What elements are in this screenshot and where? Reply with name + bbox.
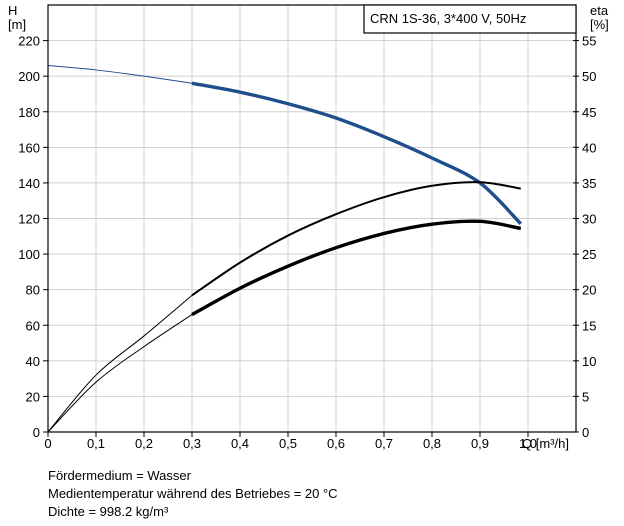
y-left-tick-label: 80	[26, 283, 40, 298]
y-right-label-line1: eta	[590, 3, 609, 18]
y-right-tick-label: 20	[582, 283, 596, 298]
y-right-tick-label: 35	[582, 176, 596, 191]
y-left-label-line2: [m]	[8, 17, 26, 32]
y-left-label-line1: H	[8, 3, 17, 18]
x-tick-label: 0,8	[423, 436, 441, 451]
x-tick-label: 0	[44, 436, 51, 451]
note-medium: Fördermedium = Wasser	[48, 468, 191, 483]
chart-title: CRN 1S-36, 3*400 V, 50Hz	[370, 11, 526, 26]
y-right-tick-label: 0	[582, 425, 589, 440]
efficiency-curve-lower-extended	[47, 314, 193, 433]
x-tick-label: 1,0	[519, 436, 537, 451]
chart-title-box	[363, 4, 577, 34]
y-left-tick-label: 140	[18, 176, 40, 191]
x-tick-label: 0,5	[279, 436, 297, 451]
x-tick-label: 0,1	[87, 436, 105, 451]
grid-lines	[47, 5, 576, 433]
note-temperature: Medientemperatur während des Betriebes =…	[48, 486, 338, 501]
y-left-tick-label: 120	[18, 212, 40, 227]
x-tick-label: 0,7	[375, 436, 393, 451]
note-density: Dichte = 998.2 kg/m³	[48, 504, 169, 519]
curves	[47, 64, 523, 433]
y-right-tick-label: 45	[582, 105, 596, 120]
x-axis-label: Q [m³/h]	[522, 436, 569, 451]
y-right-tick-label: 5	[582, 389, 589, 404]
y-right-tick-label: 55	[582, 34, 596, 49]
y-left-tick-label: 40	[26, 354, 40, 369]
x-tick-label: 0,2	[135, 436, 153, 451]
y-left-tick-label: 20	[26, 389, 40, 404]
efficiency-curve-lower-operating	[191, 219, 522, 317]
y-left-tick-label: 180	[18, 105, 40, 120]
fluid-notes: Fördermedium = Wasser Medientemperatur w…	[48, 467, 338, 521]
y-left-tick-label: 60	[26, 318, 40, 333]
efficiency-curve-upper-extended	[47, 294, 193, 433]
x-tick-label: 0,4	[231, 436, 249, 451]
y-right-tick-label: 30	[582, 212, 596, 227]
x-tick-label: 0,6	[327, 436, 345, 451]
y-right-tick-label: 10	[582, 354, 596, 369]
x-tick-label: 0,3	[183, 436, 201, 451]
y-right-tick-label: 25	[582, 247, 596, 262]
x-tick-label: 0,9	[471, 436, 489, 451]
efficiency-curve-upper-operating	[191, 181, 521, 297]
y-right-tick-label: 40	[582, 140, 596, 155]
y-right-tick-label: 50	[582, 69, 596, 84]
head-curve-operating	[191, 81, 523, 226]
y-right-label-line2: [%]	[590, 17, 609, 32]
y-left-tick-label: 200	[18, 69, 40, 84]
y-left-tick-label: 0	[33, 425, 40, 440]
y-left-tick-label: 220	[18, 34, 40, 49]
head-curve-extended	[47, 64, 193, 84]
y-left-tick-label: 100	[18, 247, 40, 262]
axis-ticks: 0 0,1 0,2 0,3 0,4 0,5 0,6 0,7 0,8 0,9 1,0 0 20 40 60 80…	[18, 34, 596, 451]
pump-curve-chart: 0 0,1 0,2 0,3 0,4 0,5 0,6 0,7 0,8 0,9 1,0 0 20 40 60 80…	[8, 3, 609, 451]
y-right-tick-label: 15	[582, 318, 596, 333]
y-left-tick-label: 160	[18, 140, 40, 155]
